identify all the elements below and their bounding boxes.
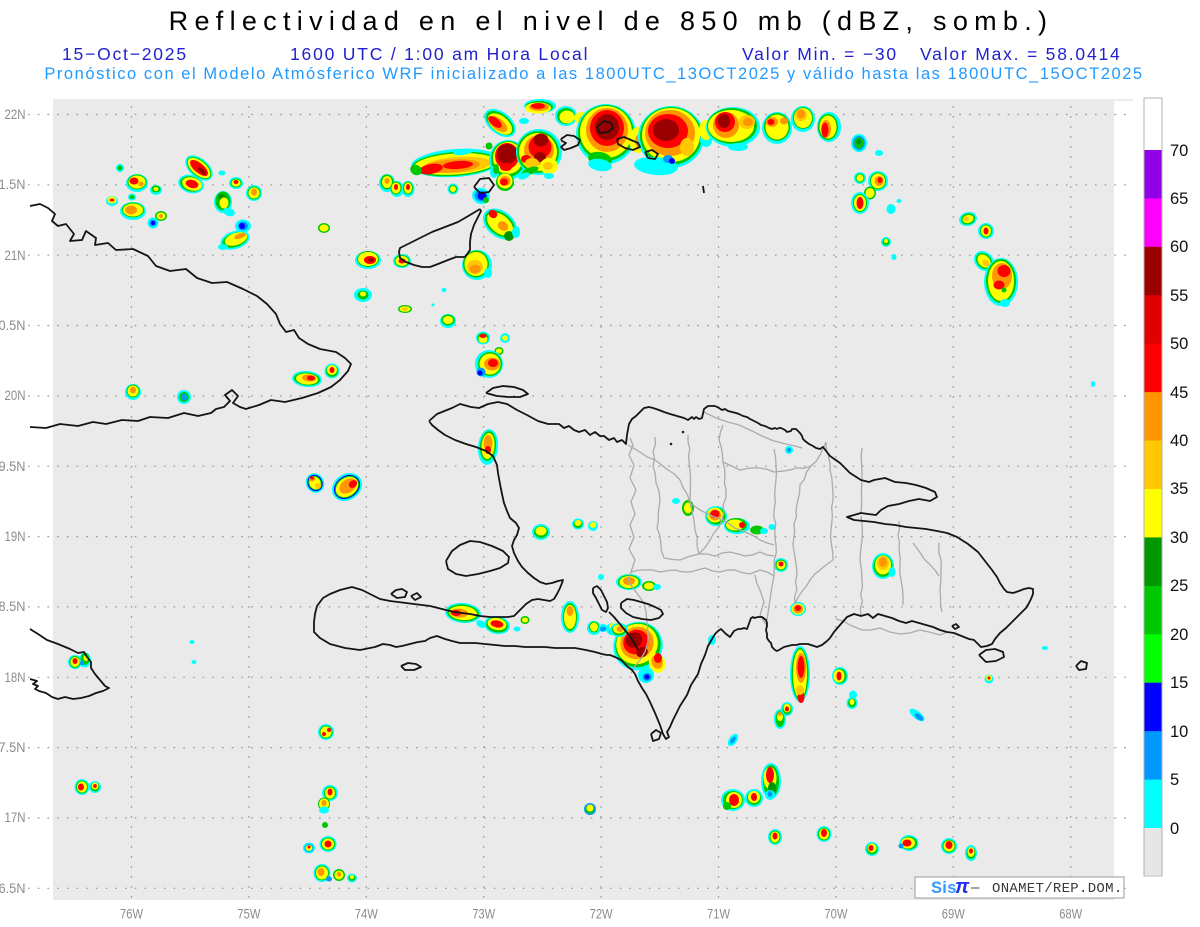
svg-text:21N: 21N <box>5 247 26 263</box>
svg-text:35: 35 <box>1170 480 1188 498</box>
svg-text:60: 60 <box>1170 238 1188 256</box>
svg-text:76W: 76W <box>120 906 144 922</box>
svg-text:0: 0 <box>1170 820 1179 838</box>
svg-text:15: 15 <box>1170 674 1188 692</box>
svg-text:18N: 18N <box>5 669 26 685</box>
svg-text:7.5N: 7.5N <box>0 739 26 755</box>
svg-text:π: π <box>955 876 970 898</box>
svg-text:Reflectividad en el nivel de 8: Reflectividad en el nivel de 850 mb (dBZ… <box>169 6 1054 36</box>
svg-text:71W: 71W <box>707 906 731 922</box>
svg-text:50: 50 <box>1170 335 1188 353</box>
svg-text:1600 UTC / 1:00 am Hora Local: 1600 UTC / 1:00 am Hora Local <box>290 44 589 64</box>
svg-text:0.5N: 0.5N <box>0 317 26 333</box>
svg-text:20N: 20N <box>5 387 26 403</box>
svg-text:55: 55 <box>1170 287 1188 305</box>
svg-text:70: 70 <box>1170 142 1188 160</box>
svg-text:Pronóstico con el Modelo Atmós: Pronóstico con el Modelo Atmósferico WRF… <box>44 65 1143 83</box>
svg-text:Sis: Sis <box>931 879 957 897</box>
svg-text:10: 10 <box>1170 723 1188 741</box>
svg-text:6.5N: 6.5N <box>0 880 26 896</box>
svg-text:72W: 72W <box>590 906 614 922</box>
svg-text:ONAMET/REP.DOM.: ONAMET/REP.DOM. <box>992 881 1123 897</box>
svg-text:30: 30 <box>1170 529 1188 547</box>
svg-text:73W: 73W <box>472 906 496 922</box>
svg-text:8.5N: 8.5N <box>0 598 26 614</box>
svg-text:74W: 74W <box>355 906 379 922</box>
svg-text:45: 45 <box>1170 384 1188 402</box>
svg-text:22N: 22N <box>5 106 26 122</box>
svg-text:40: 40 <box>1170 432 1188 450</box>
svg-text:1.5N: 1.5N <box>0 176 26 192</box>
svg-text:Valor Min. = −30: Valor Min. = −30 <box>742 44 898 64</box>
svg-text:68W: 68W <box>1059 906 1083 922</box>
svg-text:19N: 19N <box>5 528 26 544</box>
svg-text:9.5N: 9.5N <box>0 458 26 474</box>
svg-text:Valor Max. = 58.0414: Valor Max. = 58.0414 <box>920 44 1122 64</box>
svg-text:–: – <box>971 879 980 896</box>
svg-text:5: 5 <box>1170 771 1179 789</box>
svg-text:75W: 75W <box>237 906 261 922</box>
svg-text:25: 25 <box>1170 577 1188 595</box>
svg-text:15−Oct−2025: 15−Oct−2025 <box>62 44 188 64</box>
svg-text:17N: 17N <box>5 809 26 825</box>
svg-text:65: 65 <box>1170 190 1188 208</box>
svg-text:69W: 69W <box>942 906 966 922</box>
svg-text:70W: 70W <box>824 906 848 922</box>
svg-text:20: 20 <box>1170 626 1188 644</box>
